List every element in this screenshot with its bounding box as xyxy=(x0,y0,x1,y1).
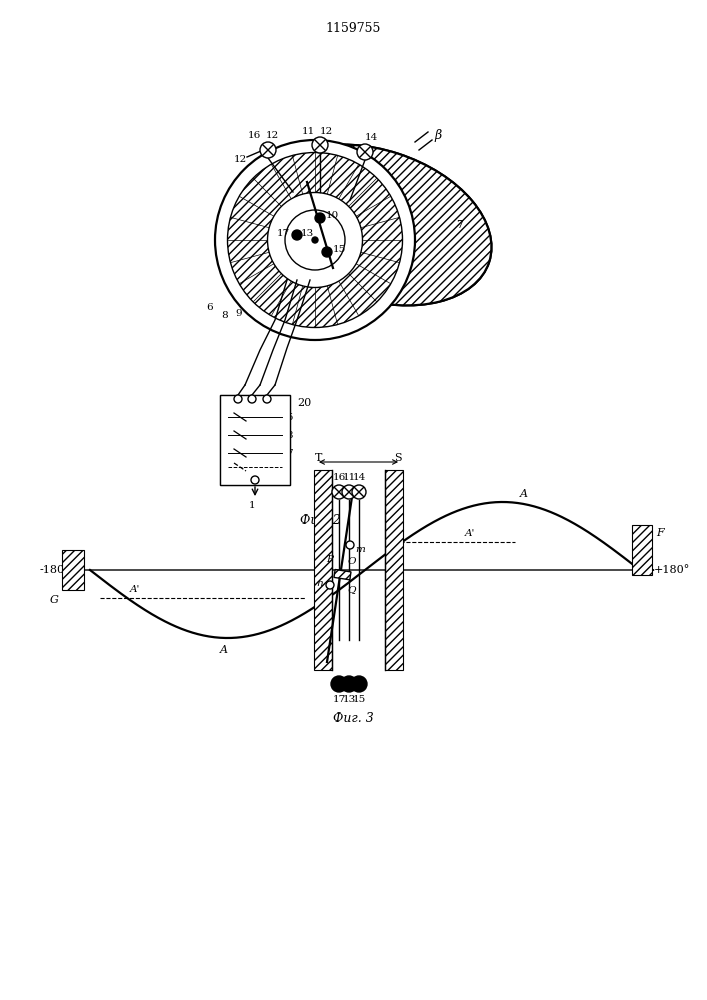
Circle shape xyxy=(346,541,354,549)
Text: 8: 8 xyxy=(222,312,228,320)
Text: 15: 15 xyxy=(282,412,294,422)
Ellipse shape xyxy=(267,192,363,288)
Text: 11: 11 xyxy=(301,126,315,135)
Bar xyxy=(632,525,652,575)
Text: A': A' xyxy=(464,530,475,538)
Text: 17: 17 xyxy=(332,696,346,704)
Bar xyxy=(334,569,351,580)
Bar xyxy=(385,470,403,670)
Text: G: G xyxy=(49,595,59,605)
Text: m: m xyxy=(355,546,365,554)
Circle shape xyxy=(312,137,328,153)
Text: 16: 16 xyxy=(247,131,261,140)
Circle shape xyxy=(248,395,256,403)
Circle shape xyxy=(251,476,259,484)
Text: Фиг. 2: Фиг. 2 xyxy=(300,514,340,526)
Text: 20: 20 xyxy=(297,398,311,408)
Text: 12: 12 xyxy=(233,155,247,164)
Text: Фиг. 3: Фиг. 3 xyxy=(332,712,373,724)
Circle shape xyxy=(352,485,366,499)
Text: A': A' xyxy=(130,585,140,594)
Text: n: n xyxy=(317,578,323,587)
Circle shape xyxy=(326,581,334,589)
Text: A: A xyxy=(220,645,228,655)
Circle shape xyxy=(312,237,318,243)
Circle shape xyxy=(263,395,271,403)
Circle shape xyxy=(234,395,242,403)
Text: 13: 13 xyxy=(300,229,314,237)
Text: β: β xyxy=(434,128,442,141)
Text: 13: 13 xyxy=(342,696,356,704)
Text: 15: 15 xyxy=(332,245,346,254)
Text: T: T xyxy=(315,453,322,463)
Circle shape xyxy=(315,213,325,223)
Ellipse shape xyxy=(228,152,402,328)
Ellipse shape xyxy=(259,145,491,305)
Ellipse shape xyxy=(285,210,345,270)
Text: 11: 11 xyxy=(342,474,356,483)
Text: 14: 14 xyxy=(352,474,366,483)
Text: S: S xyxy=(395,453,402,463)
Circle shape xyxy=(332,485,346,499)
Circle shape xyxy=(342,485,356,499)
Text: 17: 17 xyxy=(276,229,290,237)
Text: 7: 7 xyxy=(457,220,464,230)
Circle shape xyxy=(292,230,302,240)
Ellipse shape xyxy=(215,140,415,340)
Text: 17: 17 xyxy=(282,448,294,458)
Ellipse shape xyxy=(259,145,491,305)
Text: -180°: -180° xyxy=(40,565,70,575)
Circle shape xyxy=(351,676,367,692)
Text: α: α xyxy=(341,489,349,498)
Text: O: O xyxy=(348,558,356,566)
Text: 13: 13 xyxy=(282,430,294,440)
Text: 16: 16 xyxy=(332,474,346,483)
Bar xyxy=(220,395,290,485)
Text: 1159755: 1159755 xyxy=(325,21,380,34)
Text: P: P xyxy=(326,555,333,564)
Circle shape xyxy=(260,142,276,158)
Text: Q: Q xyxy=(348,585,356,594)
Circle shape xyxy=(322,247,332,257)
Bar xyxy=(62,550,84,590)
Bar xyxy=(220,395,290,485)
Bar xyxy=(314,470,332,670)
Circle shape xyxy=(331,676,347,692)
Text: 1: 1 xyxy=(249,500,255,510)
Text: +180°: +180° xyxy=(654,565,690,575)
Text: 14: 14 xyxy=(364,133,378,142)
Text: 6: 6 xyxy=(206,304,214,312)
Text: 9: 9 xyxy=(235,310,243,318)
Text: 12: 12 xyxy=(265,131,279,140)
Text: 10: 10 xyxy=(325,212,339,221)
Circle shape xyxy=(357,144,373,160)
Text: A: A xyxy=(520,489,528,499)
Text: 15: 15 xyxy=(352,696,366,704)
Circle shape xyxy=(341,676,357,692)
Text: F: F xyxy=(656,528,664,538)
Text: 12: 12 xyxy=(320,126,332,135)
